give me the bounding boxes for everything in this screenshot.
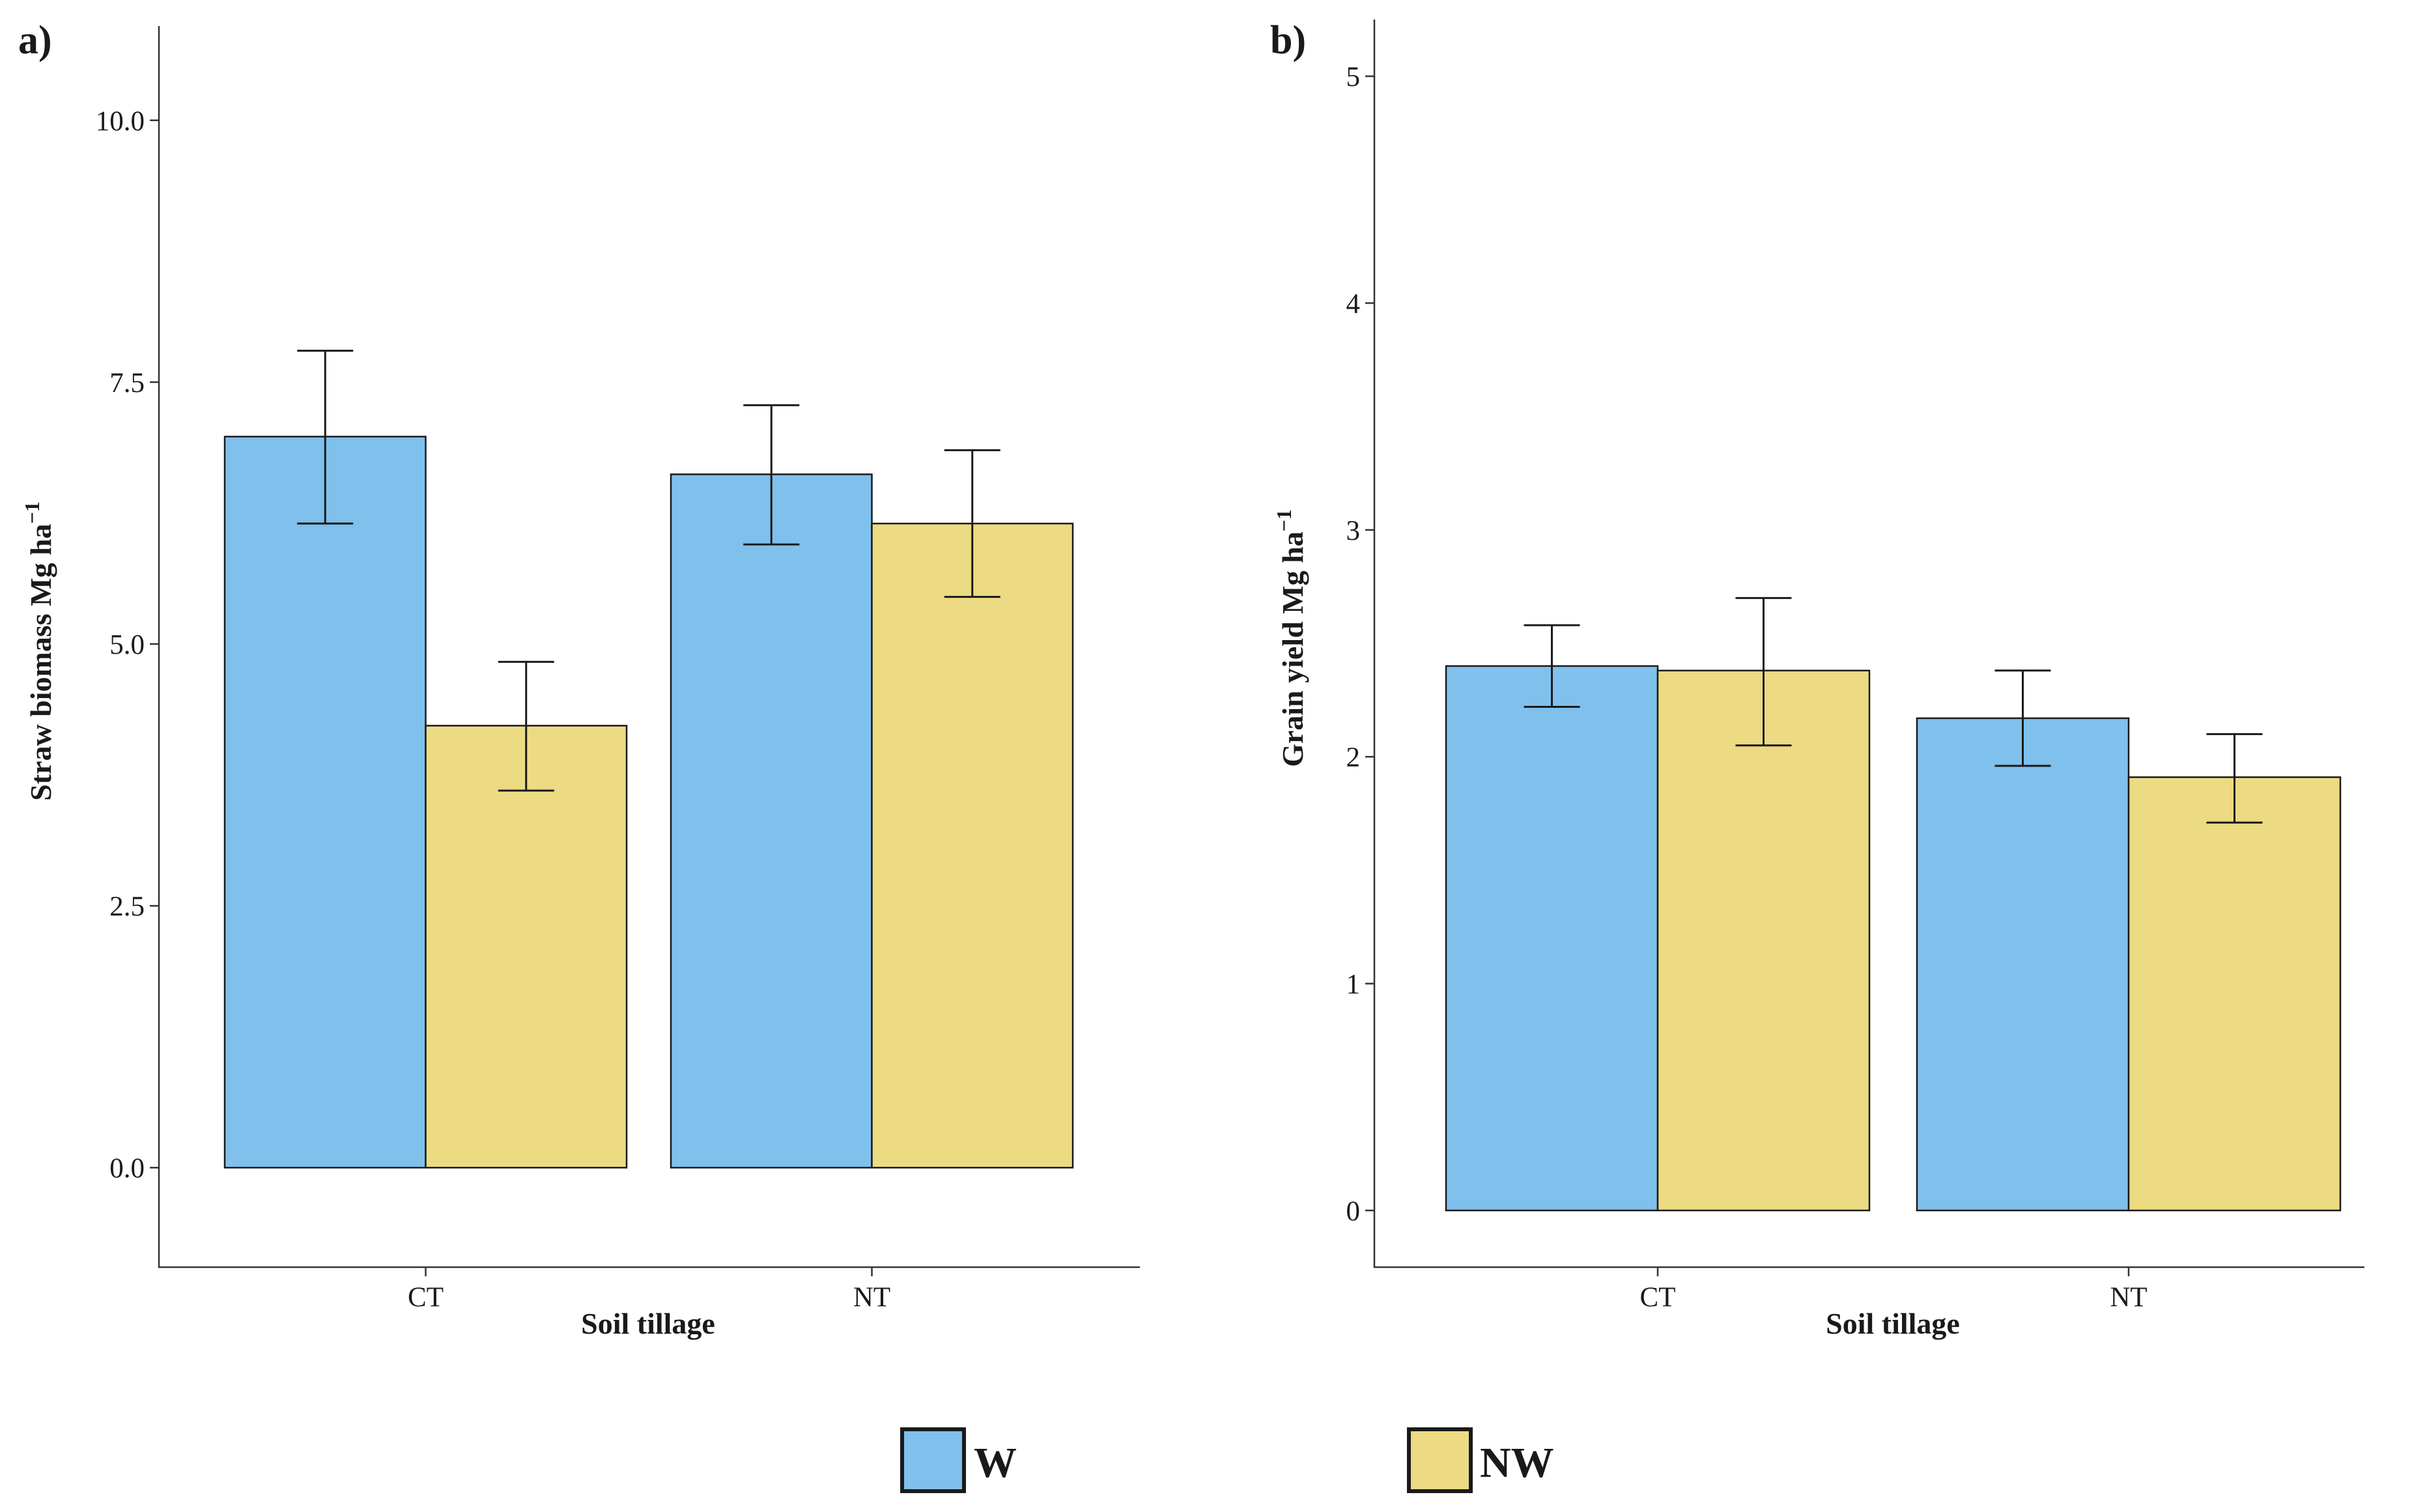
bar-a-nt-w (670, 473, 873, 1169)
y-tick-label-b-5: 5 (1346, 62, 1361, 92)
y-tick-label-a-3: 7.5 (109, 368, 145, 399)
y-tick-label-b-3: 3 (1346, 516, 1361, 546)
error-bar-a-nt-w (743, 404, 800, 546)
bar-a-nt-nw (871, 522, 1074, 1169)
y-axis-title-a: Straw biomass Mg ha−1 (20, 501, 57, 801)
error-bar-b-nt-w (1994, 669, 2051, 767)
error-bar-b-nt-nw (2206, 733, 2263, 824)
y-tick-label-b-1: 1 (1346, 970, 1361, 1000)
legend-label-w: W (974, 1439, 1017, 1487)
x-tick-label-b-nt: NT (2110, 1282, 2147, 1313)
y-tick-label-a-0: 0.0 (109, 1153, 145, 1184)
legend-item-w: W (900, 1427, 1017, 1493)
legend: W NW (900, 1427, 1554, 1493)
x-axis-title-a: Soil tillage (581, 1307, 715, 1340)
plot-area-b: 0 1 2 3 4 5 CT NT (1346, 62, 2342, 1313)
bar-b-ct-nw (1656, 669, 1871, 1212)
axes-b (1373, 20, 2364, 1268)
y-tick-label-a-4: 10.0 (96, 106, 145, 137)
legend-swatch-nw (1407, 1427, 1473, 1493)
x-tick-label-b-ct: CT (1640, 1282, 1676, 1313)
y-tick-label-b-4: 4 (1346, 288, 1361, 319)
plot-area-a: 0.0 2.5 5.0 7.5 10.0 CT NT (96, 106, 1074, 1313)
legend-item-nw: NW (1407, 1427, 1554, 1493)
bar-a-ct-nw (425, 725, 628, 1169)
bar-b-ct-w (1445, 665, 1659, 1212)
y-tick-label-a-1: 2.5 (109, 891, 145, 922)
panel-b-grain-yield: b) 0 1 2 3 4 5 CT NT Soil tillage Grain yield M… (1270, 18, 2364, 1340)
legend-swatch-w (900, 1427, 966, 1493)
y-tick-label-b-0: 0 (1346, 1196, 1361, 1227)
bar-a-ct-w (223, 436, 427, 1169)
error-bar-b-ct-nw (1735, 596, 1792, 747)
error-bar-a-ct-w (297, 350, 354, 525)
x-axis-title-b: Soil tillage (1826, 1307, 1960, 1340)
x-tick-label-a-nt: NT (853, 1282, 890, 1313)
y-tick-label-b-2: 2 (1346, 742, 1361, 773)
error-bar-a-nt-nw (944, 449, 1000, 598)
error-bar-a-ct-nw (498, 660, 554, 792)
bar-b-nt-w (1916, 717, 2130, 1212)
axes-a (158, 26, 1140, 1268)
panel-label-b: b) (1270, 18, 1306, 63)
y-tick-label-a-2: 5.0 (109, 630, 145, 660)
error-bar-b-ct-w (1524, 624, 1580, 708)
legend-label-nw: NW (1480, 1439, 1554, 1487)
panel-label-a: a) (18, 18, 52, 63)
panel-a-straw-biomass: a) 0.0 2.5 5.0 7.5 10.0 CT NT Soil tillage Str… (18, 18, 1140, 1340)
x-tick-label-a-ct: CT (408, 1282, 444, 1313)
y-axis-title-b: Grain yield Mg ha−1 (1272, 509, 1309, 767)
bar-b-nt-nw (2127, 776, 2342, 1212)
